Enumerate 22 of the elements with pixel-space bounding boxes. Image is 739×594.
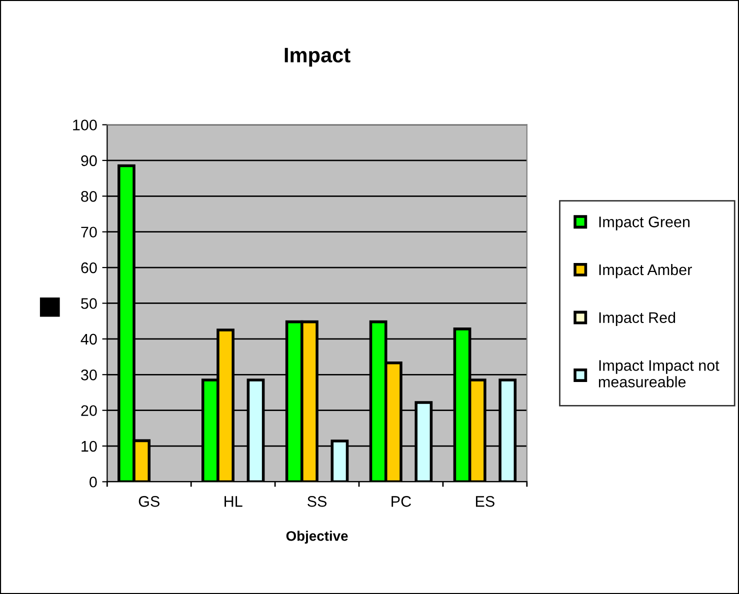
x-tick-label: ES [476, 496, 494, 507]
y-tick-label: 30 [81, 370, 97, 380]
chart-title: Impact [284, 48, 350, 67]
y-tick-label: 70 [81, 226, 97, 238]
x-tick-label: PC [392, 496, 412, 507]
y-tick-label: 20 [81, 405, 97, 416]
x-axis-title: Objective [286, 530, 348, 544]
legend-label: Impact Red [599, 312, 676, 326]
y-tick-label: 100 [73, 120, 97, 130]
x-tick-label: GS [138, 496, 160, 507]
legend-label: Impact Impact not measureable [598, 360, 720, 388]
y-tick-label: 60 [81, 262, 97, 274]
y-tick-label: 50 [81, 298, 97, 309]
x-tick-label: HL [224, 496, 242, 507]
x-tick-label: SS [308, 496, 327, 507]
legend-label: Impact Amber [599, 264, 692, 278]
y-tick-label: 40 [80, 334, 97, 345]
y-tick-label: 90 [81, 155, 97, 166]
y-tick-label: 10 [82, 440, 97, 452]
legend-label: Impact Green [599, 216, 690, 230]
y-tick-label: 80 [81, 191, 97, 202]
y-tick-label: 0 [90, 476, 97, 488]
